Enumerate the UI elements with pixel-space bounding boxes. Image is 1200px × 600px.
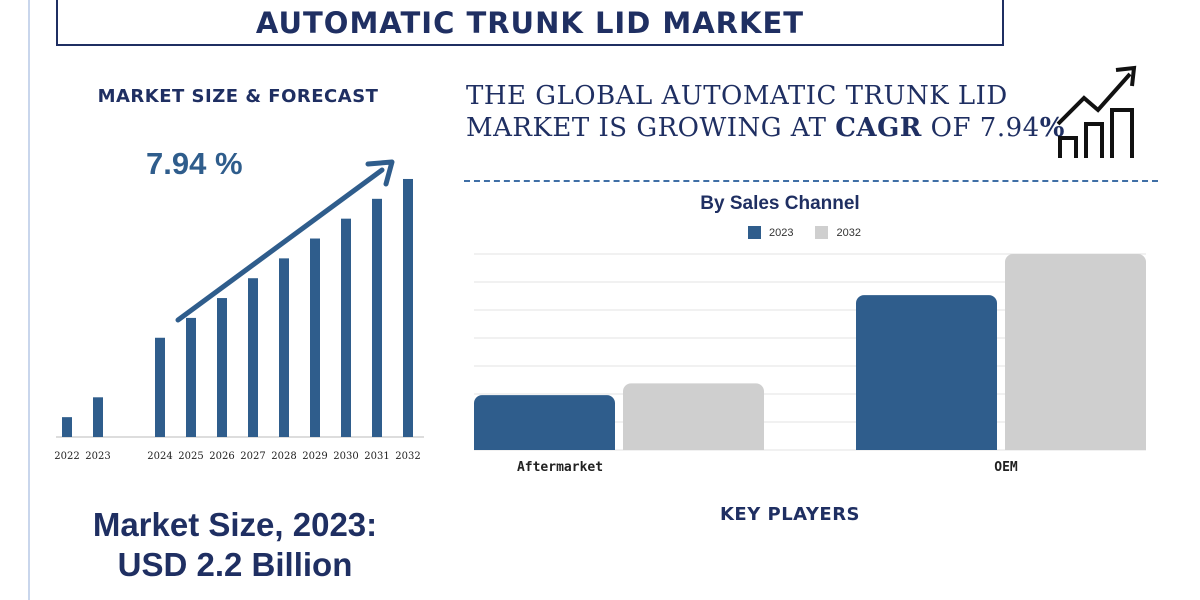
legend-swatch-2032 bbox=[815, 226, 829, 239]
title-banner: AUTOMATIC TRUNK LID MARKET bbox=[56, 0, 1004, 46]
sales-channel-chart-title: By Sales Channel bbox=[700, 193, 860, 214]
growth-line-1: THE GLOBAL AUTOMATIC TRUNK LID bbox=[466, 81, 1008, 111]
legend-item-2032: 2032 bbox=[815, 226, 861, 239]
forecast-year-label: 2031 bbox=[364, 451, 389, 462]
channel-category-label: OEM bbox=[994, 460, 1018, 475]
channel-bar-2023 bbox=[474, 395, 615, 450]
chart-legend: 2023 2032 bbox=[748, 226, 861, 239]
channel-bar-base bbox=[856, 440, 997, 450]
forecast-bar bbox=[248, 278, 258, 437]
market-size-line-2: USD 2.2 Billion bbox=[117, 546, 353, 583]
forecast-year-label: 2029 bbox=[302, 451, 327, 462]
market-size-label: Market Size, 2023: USD 2.2 Billion bbox=[40, 505, 430, 585]
growth-statement: THE GLOBAL AUTOMATIC TRUNK LID MARKET IS… bbox=[466, 80, 1065, 144]
trend-arrow-head bbox=[365, 159, 395, 187]
legend-item-2023: 2023 bbox=[748, 226, 793, 239]
channel-bar-base bbox=[474, 440, 615, 450]
cagr-value: 7.94 % bbox=[146, 146, 243, 181]
trend-arrow-icon bbox=[175, 167, 385, 323]
growth-line-2a: MARKET IS GROWING AT bbox=[466, 113, 836, 143]
forecast-bar-chart: 2022 2023 2024 2025 2026 2027 2028 2029 2030 2031… bbox=[54, 159, 424, 462]
forecast-year-label: 2028 bbox=[271, 451, 296, 462]
legend-swatch-2023 bbox=[748, 226, 761, 239]
channel-bar-base bbox=[1005, 440, 1146, 450]
bar-chart-arrow-icon bbox=[1056, 65, 1137, 158]
page-title: AUTOMATIC TRUNK LID MARKET bbox=[255, 6, 805, 40]
left-border-rule bbox=[28, 0, 30, 600]
forecast-year-label: 2030 bbox=[333, 451, 358, 462]
forecast-bar bbox=[310, 238, 320, 437]
forecast-bar bbox=[217, 298, 227, 437]
channel-category-label: Aftermarket bbox=[517, 460, 603, 475]
forecast-year-label: 2032 bbox=[395, 451, 420, 462]
cagr-word: CAGR bbox=[835, 113, 922, 143]
forecast-bar bbox=[403, 178, 413, 437]
forecast-bar bbox=[155, 337, 165, 437]
growth-line-2c: OF 7.94 bbox=[921, 113, 1040, 143]
channel-bar-2032 bbox=[1005, 254, 1146, 450]
forecast-year-label: 2026 bbox=[209, 451, 234, 462]
market-size-line-1: Market Size, 2023: bbox=[92, 506, 378, 543]
forecast-bar bbox=[62, 417, 72, 437]
dashed-divider bbox=[464, 180, 1158, 182]
forecast-year-label: 2023 bbox=[85, 451, 110, 462]
channel-bar-base bbox=[623, 440, 764, 450]
legend-label-2023: 2023 bbox=[769, 226, 794, 239]
forecast-bar bbox=[341, 218, 351, 437]
channel-bar-2032 bbox=[623, 383, 764, 450]
forecast-bar bbox=[279, 258, 289, 437]
sales-channel-bar-chart: Aftermarket OEM bbox=[474, 253, 1146, 475]
key-players-heading: KEY PLAYERS bbox=[719, 504, 861, 525]
forecast-year-label: 2022 bbox=[54, 451, 79, 462]
forecast-year-label: 2025 bbox=[178, 451, 203, 462]
market-size-forecast-heading: MARKET SIZE & FORECAST bbox=[97, 86, 379, 107]
growth-line-2: MARKET IS GROWING AT CAGR OF 7.94% bbox=[466, 112, 1065, 144]
forecast-bar bbox=[372, 198, 382, 437]
forecast-year-label: 2024 bbox=[147, 451, 172, 462]
forecast-year-label: 2027 bbox=[240, 451, 265, 462]
forecast-bar bbox=[186, 317, 196, 437]
forecast-bar bbox=[93, 397, 103, 437]
legend-label-2032: 2032 bbox=[836, 226, 861, 239]
channel-bar-2023 bbox=[856, 295, 997, 450]
